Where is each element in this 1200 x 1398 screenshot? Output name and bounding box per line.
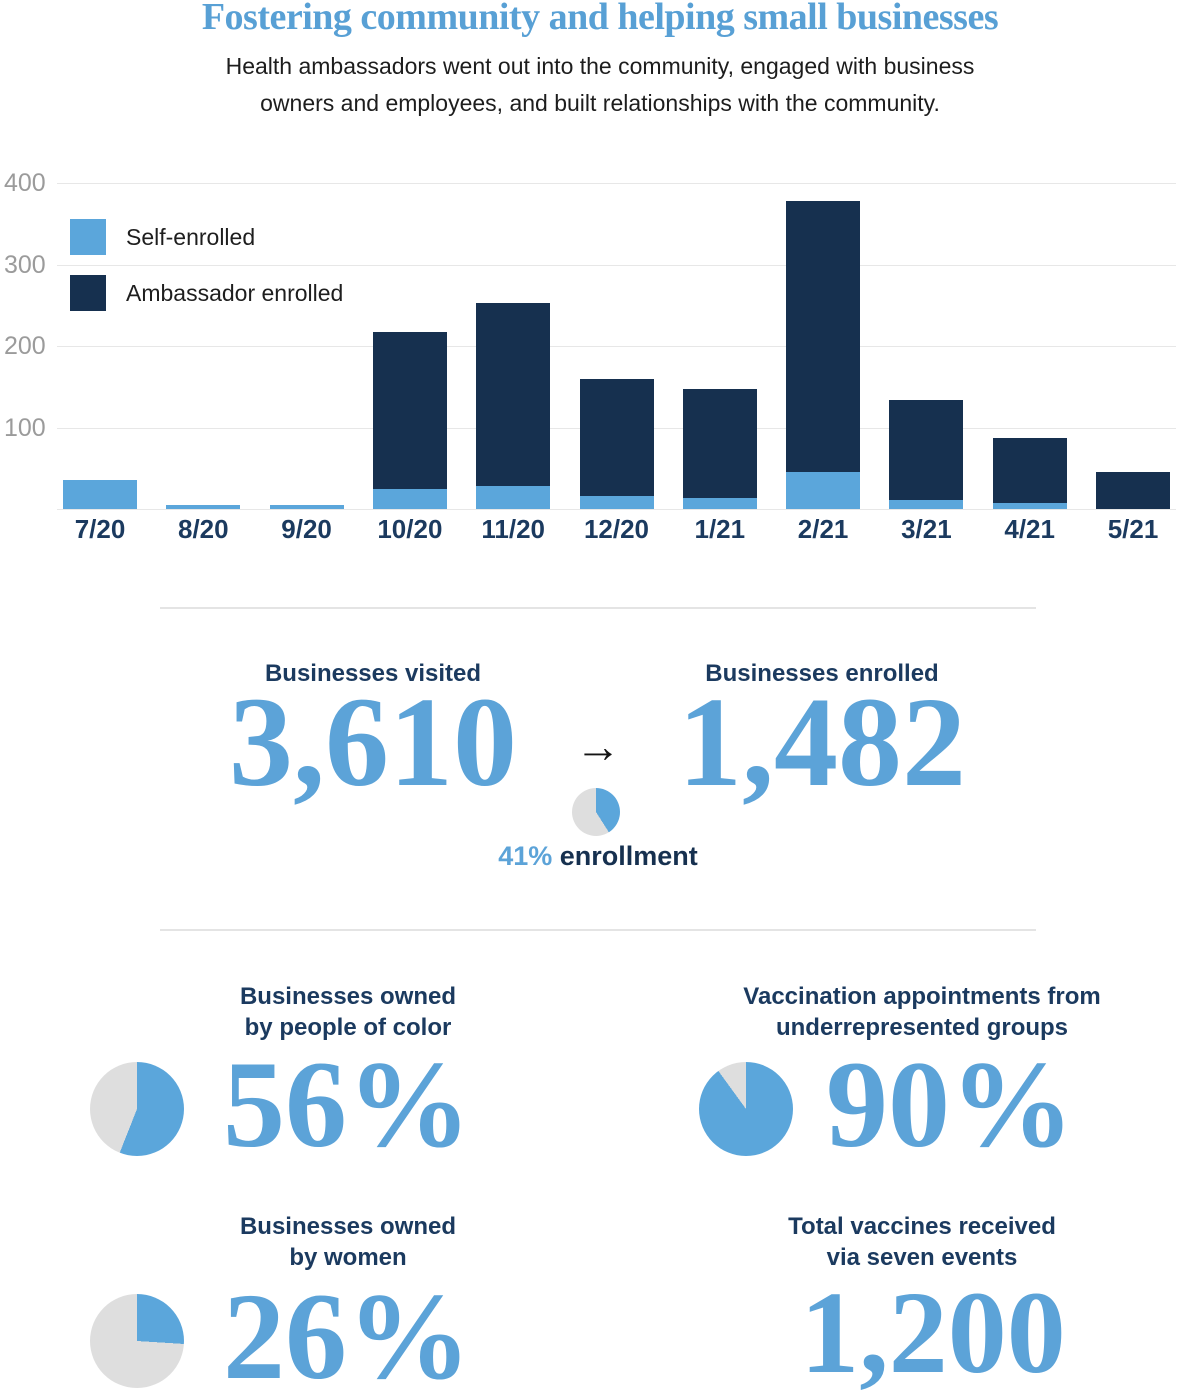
bar-segment-self-enrolled: [992, 503, 1067, 509]
divider: [160, 929, 1036, 931]
metric-vaccines-value: 1,200: [800, 1267, 1066, 1398]
bar-segment-ambassador-enrolled: [786, 201, 861, 472]
x-axis-label-4/21: 4/21: [1004, 514, 1055, 544]
x-axis-label-12/20: 12/20: [583, 514, 650, 544]
enrollment-word: enrollment: [559, 841, 698, 871]
legend-swatch-self-enrolled: [70, 219, 106, 255]
gridline: [57, 346, 1176, 347]
bar-segment-self-enrolled: [269, 505, 344, 509]
arrow-right-icon: →: [575, 720, 621, 772]
bar-11/20: [476, 303, 551, 509]
y-axis-tick-label: 300: [4, 250, 46, 279]
bar-segment-ambassador-enrolled: [476, 303, 551, 486]
bar-segment-ambassador-enrolled: [579, 379, 654, 496]
x-axis-label-2/21: 2/21: [797, 514, 849, 544]
metric-vaccination-pie-chart: [699, 1062, 793, 1156]
enrollment-pie-chart: [572, 788, 620, 836]
metric-poc-pie-chart: [90, 1062, 184, 1156]
legend-label-self-enrolled: Self-enrolled: [126, 224, 256, 250]
bar-segment-self-enrolled: [786, 472, 861, 509]
enrollment-percent: 41%: [498, 841, 553, 871]
bar-2/21: [786, 201, 861, 509]
metric-women-value: 26%: [223, 1268, 471, 1398]
x-axis-label-8/20: 8/20: [177, 514, 229, 544]
x-axis-label-9/20: 9/20: [281, 514, 332, 544]
bar-10/20: [372, 332, 447, 509]
x-axis-label-3/21: 3/21: [901, 514, 952, 544]
subtitle-line-1: Health ambassadors went out into the com…: [225, 53, 975, 79]
x-axis-label-10/20: 10/20: [377, 514, 443, 544]
metric-poc-label: Businesses owned by people of color: [239, 983, 457, 1041]
businesses-enrolled-value: 1,482: [678, 671, 966, 813]
subtitle-line-2: owners and employees, and built relation…: [260, 90, 940, 116]
enrollment-caption: 41% enrollment: [498, 841, 698, 871]
bar-3/21: [889, 400, 964, 509]
legend-swatch-ambassador-enrolled: [70, 275, 106, 311]
bar-9/20: [269, 505, 344, 509]
bar-7/20: [63, 480, 137, 509]
subtitle: Health ambassadors went out into the com…: [0, 48, 1200, 122]
gridline: [57, 264, 1176, 266]
businesses-visited-value: 3,610: [229, 671, 517, 813]
x-axis-line: [57, 509, 1176, 510]
metric-vaccines-label: Total vaccines received via seven events: [788, 1213, 1056, 1271]
x-axis-label-11/20: 11/20: [481, 514, 545, 544]
bar-segment-self-enrolled: [166, 505, 241, 509]
gridline: [57, 183, 1176, 184]
bar-segment-ambassador-enrolled: [889, 400, 964, 500]
bar-segment-ambassador-enrolled: [682, 389, 757, 498]
businesses-enrolled-label: Businesses enrolled: [705, 660, 939, 687]
metric-women-pie-chart: [90, 1294, 184, 1388]
metric-vaccination-value: 90%: [826, 1036, 1074, 1173]
page-title: Fostering community and helping small bu…: [201, 0, 999, 38]
metric-poc-value: 56%: [223, 1036, 471, 1173]
bar-segment-self-enrolled: [372, 489, 447, 509]
legend-label-ambassador-enrolled: Ambassador enrolled: [126, 280, 344, 306]
bar-5/21: [1096, 472, 1170, 509]
bar-segment-self-enrolled: [63, 480, 137, 509]
y-axis-tick-label: 200: [4, 332, 46, 360]
stacked-bar-chart: 100 200 300 400 7/20 8/20 9/20 10/20 11/20 12/20 1…: [0, 0, 1200, 560]
x-axis-label-7/20: 7/20: [74, 514, 126, 544]
businesses-visited-label: Businesses visited: [264, 660, 482, 687]
bar-segment-self-enrolled: [579, 496, 654, 509]
bar-4/21: [992, 438, 1067, 509]
y-axis-tick-label: 400: [4, 169, 46, 197]
metric-women-label: Businesses owned by women: [239, 1213, 457, 1271]
bar-1/21: [682, 389, 757, 509]
y-axis-tick-label: 100: [4, 413, 46, 442]
metric-vaccination-label: Vaccination appointments from underrepre…: [743, 983, 1101, 1041]
bar-segment-ambassador-enrolled: [992, 438, 1067, 503]
bar-segment-self-enrolled: [682, 498, 757, 509]
divider: [160, 607, 1036, 609]
bar-12/20: [579, 379, 654, 509]
bar-segment-self-enrolled: [889, 500, 964, 509]
x-axis-label-5/21: 5/21: [1107, 514, 1159, 544]
bar-segment-self-enrolled: [476, 486, 551, 509]
bar-segment-ambassador-enrolled: [372, 332, 447, 489]
x-axis-label-1/21: 1/21: [694, 514, 746, 544]
bar-8/20: [166, 505, 241, 509]
bar-segment-ambassador-enrolled: [1096, 472, 1170, 509]
